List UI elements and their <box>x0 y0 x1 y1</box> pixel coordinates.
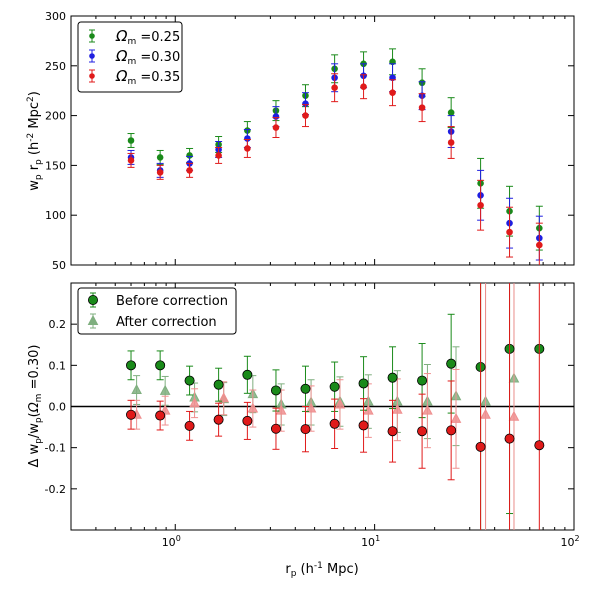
y-tick-label: 300 <box>45 10 66 23</box>
before-correction-point <box>270 385 281 396</box>
bottom-legend: Before correction After correction <box>77 287 237 335</box>
legend-marker <box>89 73 95 79</box>
top-data-point <box>536 241 543 249</box>
before-correction-point <box>184 420 195 431</box>
before-correction-point <box>213 414 224 425</box>
before-correction-point <box>417 375 428 386</box>
top-axes-frame <box>70 15 575 266</box>
y-tick-label: 50 <box>52 259 66 272</box>
bottom-data <box>71 283 574 530</box>
top-data-point <box>418 104 426 111</box>
legend-marker <box>87 314 99 325</box>
top-data-point <box>447 109 455 116</box>
after-correction-point <box>159 384 171 395</box>
top-data-point <box>302 112 309 119</box>
top-panel: 50 100 150 200 250 300 wp rp (h-2 Mpc2) Ωm =0… <box>26 10 575 272</box>
before-correction-point <box>126 360 137 371</box>
y-tick-label: 0.0 <box>49 401 67 414</box>
after-correction-point <box>450 412 462 423</box>
top-data-point <box>447 139 455 146</box>
before-correction-point <box>155 410 166 421</box>
before-correction-point <box>358 378 369 389</box>
before-correction-point <box>504 433 515 444</box>
legend-label: After correction <box>116 315 217 330</box>
top-data-point <box>186 167 193 174</box>
legend-label: Before correction <box>116 294 228 309</box>
top-data-point <box>272 124 280 131</box>
y-tick-label: 0.2 <box>49 318 67 331</box>
legend-marker <box>89 53 95 59</box>
top-data <box>127 48 543 265</box>
before-correction-point <box>387 372 398 383</box>
before-correction-point <box>534 440 545 451</box>
top-y-axis-label: wp rp (h-2 Mpc2) <box>26 91 44 191</box>
after-correction-point <box>480 408 491 419</box>
y-tick-label: 200 <box>45 110 66 123</box>
bottom-ticks: 100 101 102 -0.2 -0.1 0.0 0.1 0.2 <box>45 283 580 549</box>
before-correction-point <box>475 441 486 452</box>
bottom-legend-frame <box>77 287 237 335</box>
y-tick-label: -0.2 <box>45 483 66 496</box>
before-correction-point <box>213 379 224 390</box>
y-tick-label: 100 <box>45 209 66 222</box>
bottom-panel: 100 101 102 -0.2 -0.1 0.0 0.1 0.2 Δ wp/wp(Ωm =0… <box>27 282 580 579</box>
top-data-point <box>477 201 484 209</box>
before-correction-point <box>417 426 428 437</box>
x-axis-label: rp (h-1 Mpc) <box>285 561 358 579</box>
after-correction-point <box>508 410 520 421</box>
top-ticks: 50 100 150 200 250 300 <box>45 10 575 272</box>
before-correction-point <box>300 383 311 394</box>
before-correction-point <box>300 424 311 435</box>
before-correction-point <box>270 423 281 434</box>
before-correction-point <box>329 381 340 392</box>
top-data-point <box>244 145 251 152</box>
before-correction-point <box>242 415 253 426</box>
before-correction-point <box>126 409 137 420</box>
top-data-point <box>127 157 135 164</box>
y-tick-label: 250 <box>45 60 66 73</box>
bottom-y-axis-label: Δ wp/wp(Ωm =0.30) <box>27 345 44 468</box>
after-correction-point <box>131 383 142 395</box>
top-data-point <box>127 137 135 144</box>
top-data-point <box>506 228 513 236</box>
x-tick-label: 102 <box>560 534 579 549</box>
top-data-point <box>389 89 396 96</box>
after-correction-point <box>275 404 287 415</box>
legend-label: Ωm =0.25 <box>115 27 180 47</box>
legend-label: Ωm =0.35 <box>115 67 180 87</box>
legend-marker <box>89 33 95 39</box>
y-tick-label: 0.1 <box>49 359 67 372</box>
after-correction-point <box>189 397 200 408</box>
after-correction-point <box>422 404 433 415</box>
top-data-point <box>215 152 222 159</box>
x-tick-label: 100 <box>162 534 181 549</box>
top-data-point <box>156 154 164 161</box>
y-tick-label: -0.1 <box>45 442 66 455</box>
y-tick-label: 150 <box>45 159 66 172</box>
legend-marker <box>88 294 99 305</box>
x-tick-label: 101 <box>361 534 380 549</box>
after-correction-point <box>334 398 346 409</box>
before-correction-point <box>155 360 166 371</box>
top-data-point <box>331 84 338 92</box>
after-correction-point <box>218 392 230 403</box>
top-data-point <box>360 83 367 91</box>
after-correction-point <box>247 402 259 413</box>
top-data-point <box>156 169 164 176</box>
before-correction-point <box>329 418 340 429</box>
legend-label: Ωm =0.30 <box>115 47 180 67</box>
before-correction-point <box>446 358 457 369</box>
before-correction-point <box>358 420 369 431</box>
before-correction-point <box>387 426 398 437</box>
before-correction-point <box>242 369 253 380</box>
top-legend-frame <box>77 21 183 93</box>
before-correction-point <box>446 425 457 436</box>
after-correction-point <box>305 402 317 413</box>
before-correction-point <box>184 375 195 386</box>
